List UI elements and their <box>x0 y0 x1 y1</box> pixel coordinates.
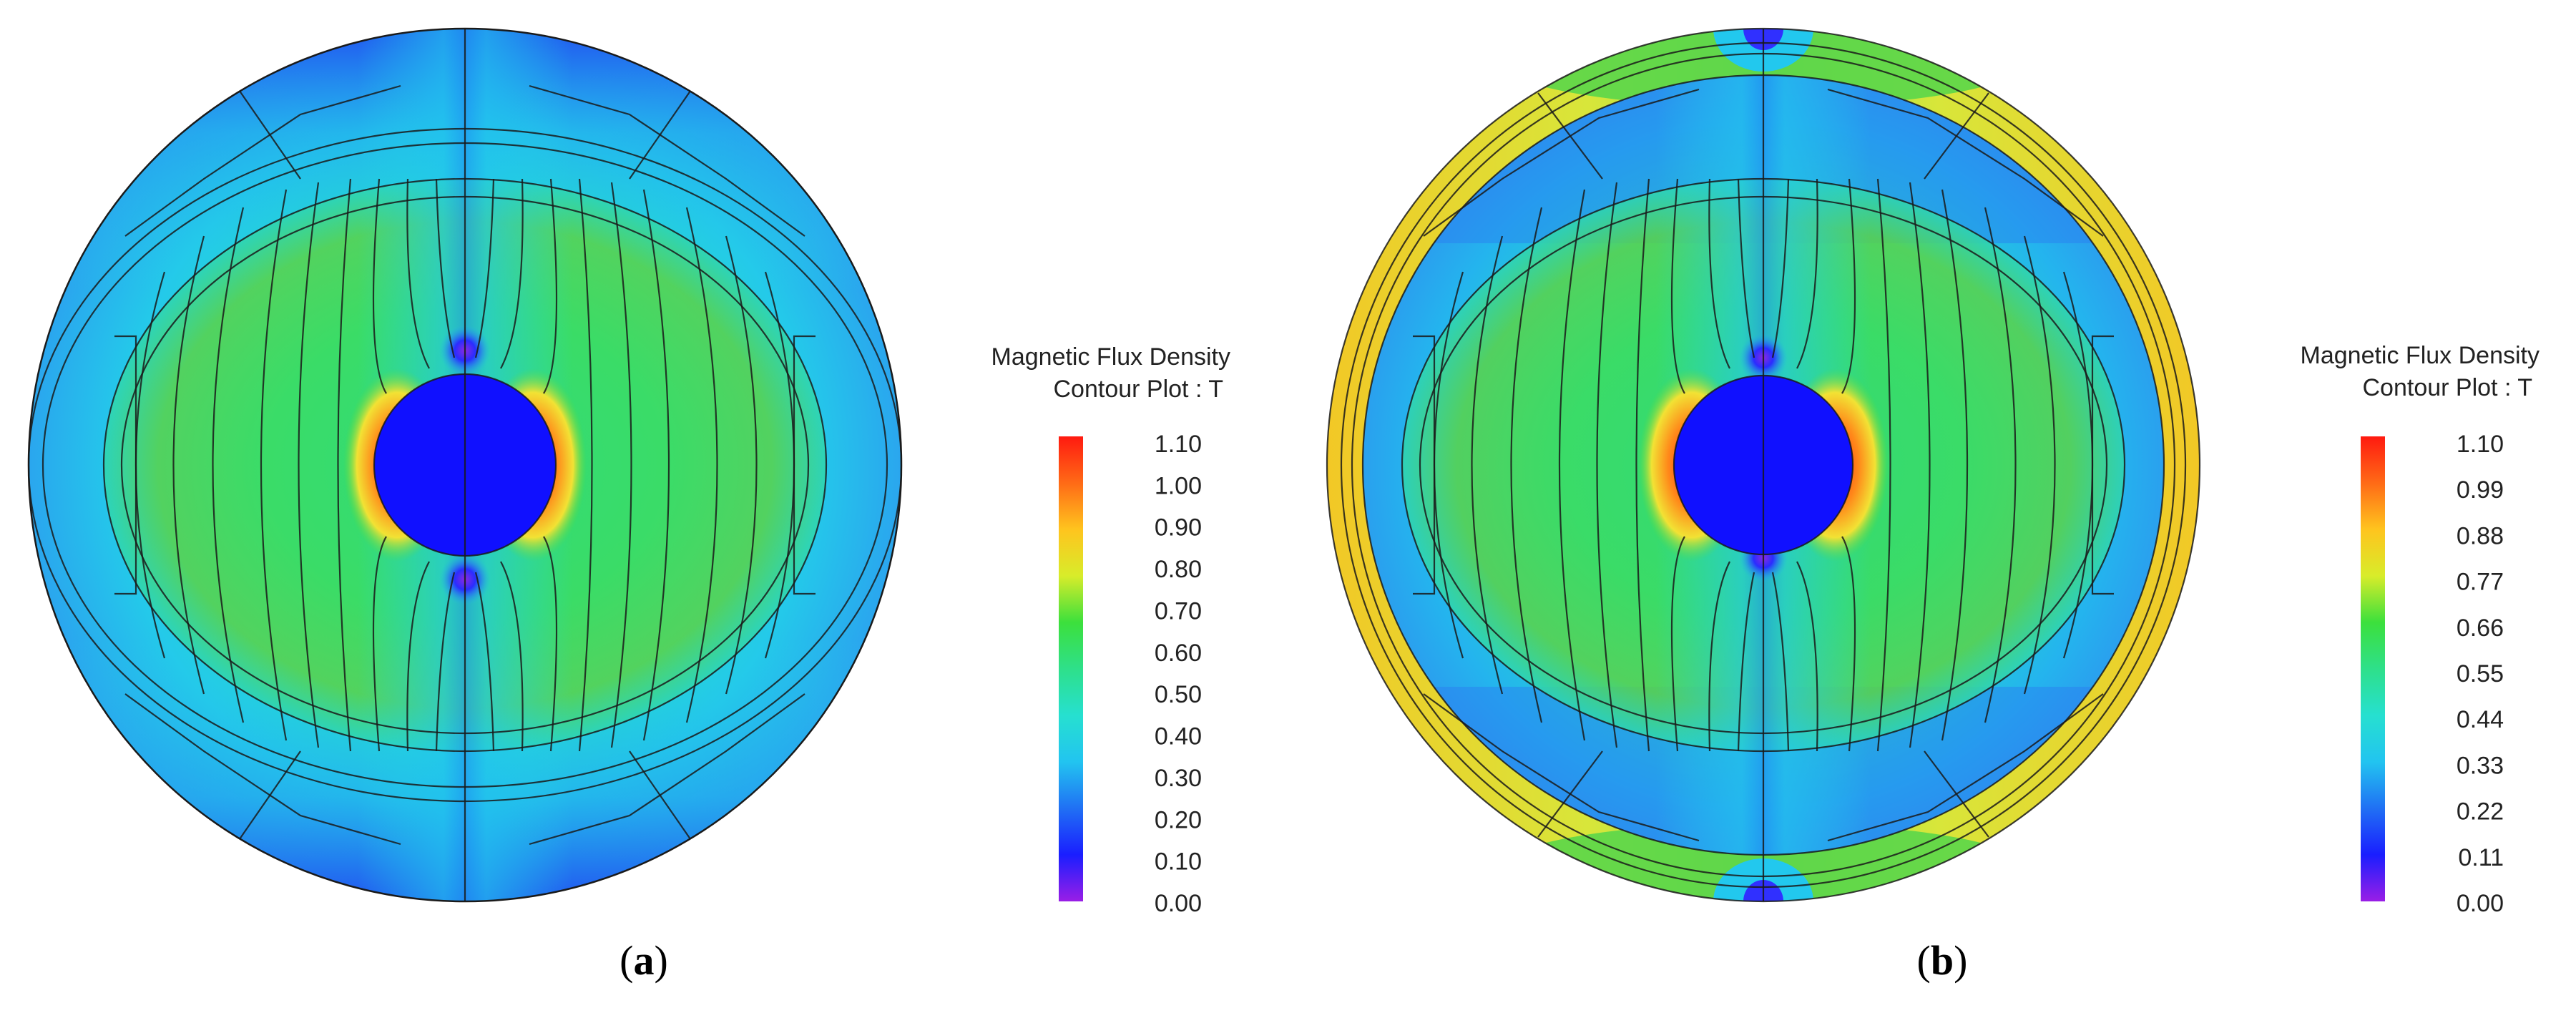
colorbar-tick-label: 0.11 <box>2458 844 2504 871</box>
colorbar-tick-label: 0.80 <box>1155 556 1202 583</box>
colorbar-tick-label: 0.00 <box>1155 890 1202 917</box>
colorbar-tick-label: 0.30 <box>1155 765 1202 792</box>
panel-a-colorbar <box>1059 436 1083 901</box>
panel-b-plot <box>1326 27 2201 903</box>
panel-b-legend-title-line2: Contour Plot : T <box>2363 374 2533 401</box>
panel-b-caption: (b) <box>1917 937 1968 984</box>
colorbar-tick-label: 1.10 <box>1155 431 1202 458</box>
colorbar-tick-label: 0.10 <box>1155 848 1202 876</box>
colorbar-tick-label: 1.10 <box>2457 431 2504 458</box>
colorbar-tick-label: 1.00 <box>1155 472 1202 499</box>
panel-b-mesh <box>1326 27 2201 903</box>
colorbar-tick-label: 0.66 <box>2457 615 2504 642</box>
panel-a-plot <box>27 27 903 903</box>
colorbar-tick-label: 0.90 <box>1155 514 1202 542</box>
colorbar-tick-label: 0.20 <box>1155 806 1202 833</box>
panel-a-tick-labels: 1.10 1.00 0.90 0.80 0.70 0.60 0.50 0.40 0.30 0.20… <box>1155 431 1202 917</box>
colorbar-tick-label: 0.40 <box>1155 723 1202 750</box>
colorbar-tick-label: 0.60 <box>1155 640 1202 667</box>
colorbar-tick-label: 0.50 <box>1155 681 1202 708</box>
colorbar-tick-label: 0.70 <box>1155 597 1202 625</box>
colorbar-tick-label: 0.22 <box>2457 798 2504 826</box>
panel-b-legend-title-line1: Magnetic Flux Density <box>2301 342 2540 369</box>
panel-b-tick-labels: 1.10 0.99 0.88 0.77 0.66 0.55 0.44 0.33 0.22 0.11… <box>2457 431 2504 917</box>
colorbar-tick-label: 0.88 <box>2457 522 2504 549</box>
panel-b-legend: Magnetic Flux Density Contour Plot : T 1… <box>2301 342 2540 917</box>
colorbar-tick-label: 0.55 <box>2457 660 2504 687</box>
colorbar-tick-label: 0.00 <box>2457 890 2504 917</box>
panel-a-legend-title-line1: Magnetic Flux Density <box>991 343 1230 371</box>
colorbar-tick-label: 0.44 <box>2457 706 2504 733</box>
panel-a-caption: (a) <box>619 937 668 984</box>
panel-a-legend-title-line2: Contour Plot : T <box>1054 376 1224 403</box>
colorbar-tick-label: 0.99 <box>2457 476 2504 504</box>
panel-a-mesh <box>29 29 901 901</box>
panel-a-legend: Magnetic Flux Density Contour Plot : T 1… <box>991 343 1230 917</box>
colorbar-tick-label: 0.77 <box>2457 569 2504 596</box>
panel-b-colorbar <box>2361 436 2385 901</box>
colorbar-tick-label: 0.33 <box>2457 752 2504 779</box>
